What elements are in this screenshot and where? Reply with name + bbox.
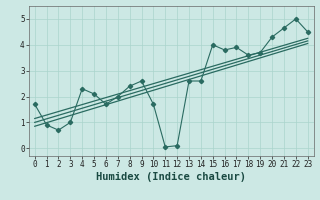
X-axis label: Humidex (Indice chaleur): Humidex (Indice chaleur) <box>96 172 246 182</box>
